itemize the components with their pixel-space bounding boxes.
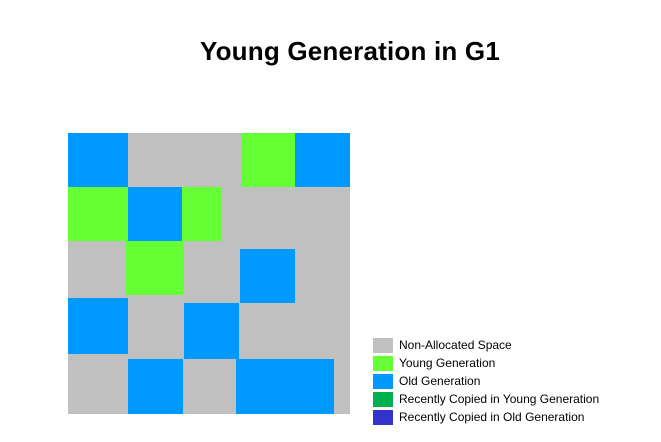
legend-swatch xyxy=(373,409,393,425)
legend-swatch xyxy=(373,355,393,371)
legend-item-non-allocated: Non-Allocated Space xyxy=(373,336,653,354)
legend-item-young-generation: Young Generation xyxy=(373,354,653,372)
region-young xyxy=(182,187,222,241)
region-old xyxy=(68,298,128,354)
region-old xyxy=(68,133,128,187)
legend-swatch xyxy=(373,373,393,389)
region-old xyxy=(128,359,183,414)
region-old xyxy=(128,187,182,241)
legend-swatch xyxy=(373,391,393,407)
legend-item-old-generation: Old Generation xyxy=(373,372,653,390)
region-old xyxy=(184,303,239,359)
region-young xyxy=(68,187,128,241)
legend-swatch xyxy=(373,337,393,353)
legend-label: Non-Allocated Space xyxy=(399,338,512,352)
diagram-title: Young Generation in G1 xyxy=(199,36,501,66)
legend-label: Recently Copied in Young Generation xyxy=(399,392,600,406)
legend-item-recent-old: Recently Copied in Old Generation xyxy=(373,408,653,426)
legend-label: Young Generation xyxy=(399,356,496,370)
legend-item-recent-young: Recently Copied in Young Generation xyxy=(373,390,653,408)
region-young xyxy=(126,241,184,295)
region-old xyxy=(240,249,295,303)
region-old xyxy=(236,359,334,414)
legend-label: Recently Copied in Old Generation xyxy=(399,410,585,424)
legend: Non-Allocated Space Young Generation Old… xyxy=(373,336,653,426)
legend-label: Old Generation xyxy=(399,374,481,388)
region-young xyxy=(241,133,295,187)
region-old xyxy=(295,133,350,187)
